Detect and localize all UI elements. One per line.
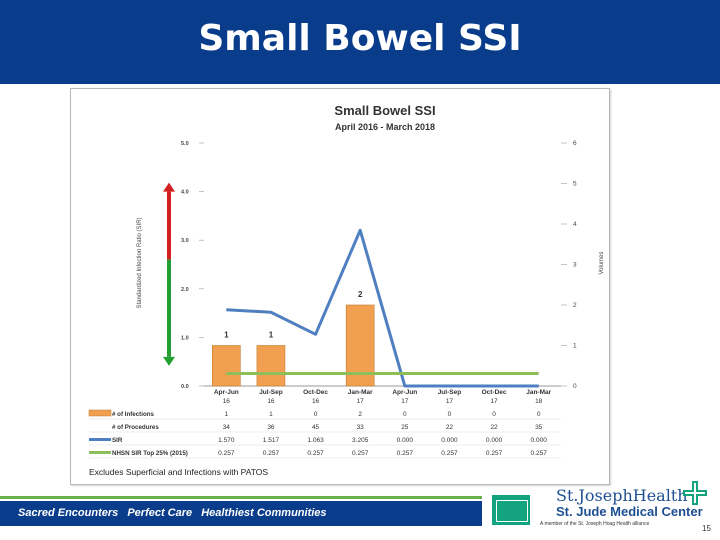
table-cell: 0.257 — [397, 450, 414, 457]
table-cell: 0 — [314, 411, 318, 418]
table-cell: 0.257 — [218, 450, 235, 457]
table-cell: 1 — [269, 411, 273, 418]
legend-label: NHSN SIR Top 25% (2015) — [112, 450, 188, 457]
table-cell: 33 — [357, 424, 365, 431]
x-category-label: Jan-Mar — [526, 389, 551, 396]
x-category-label: Jan-Mar — [348, 389, 373, 396]
y-tick-label: 0.0 — [181, 384, 189, 390]
sir-series-line — [226, 228, 539, 388]
bar-data-label: 1 — [269, 331, 274, 340]
y-tick-label: 1.0 — [181, 335, 189, 341]
table-cell: 0 — [537, 411, 541, 418]
table-cell: 0.000 — [441, 437, 458, 444]
member-line: A member of the St. Joseph Hoag Health a… — [540, 521, 650, 527]
y2-tick-label: 4 — [573, 221, 577, 228]
table-cell: 34 — [223, 424, 231, 431]
table-header-cell: 17 — [490, 398, 498, 405]
y-tick-label: 5.0 — [181, 141, 189, 147]
x-category-label: Jul-Sep — [259, 389, 283, 396]
legend-label: # of Procedures — [112, 424, 159, 431]
bar-data-label: 1 — [224, 331, 229, 340]
table-cell: 22 — [490, 424, 498, 431]
sir-chart: Small Bowel SSI April 2016 - March 2018 … — [88, 103, 605, 477]
table-header-cell: 16 — [267, 398, 275, 405]
footer-tagline: Sacred Encounters Perfect Care Healthies… — [18, 507, 333, 519]
org-name: St.JosephHealth — [556, 486, 688, 505]
bar-data-label: 2 — [358, 290, 363, 299]
y2-tick-label: 0 — [573, 383, 577, 390]
x-category-label: Apr-Jun — [392, 389, 417, 396]
table-cell: 0.257 — [441, 450, 458, 457]
chart-note: Excludes Superficial and Infections with… — [89, 467, 268, 477]
table-cell: 0.257 — [486, 450, 503, 457]
tagline-perfect-care: Perfect Care — [127, 507, 193, 519]
x-category-label: Oct-Dec — [303, 389, 328, 396]
arrow-green-segment — [167, 259, 171, 357]
table-header-cell: 17 — [446, 398, 454, 405]
y2-tick-label: 5 — [573, 181, 577, 188]
chart-title: Small Bowel SSI — [334, 103, 435, 118]
arrow-down-icon — [163, 356, 175, 366]
y2-axis-label: Volumes — [599, 251, 605, 274]
table-header-cell: 17 — [357, 398, 365, 405]
slide-header: Small Bowel SSI — [0, 0, 720, 84]
table-cell: 0.000 — [486, 437, 503, 444]
table-cell: 22 — [446, 424, 454, 431]
chart-subtitle: April 2016 - March 2018 — [335, 122, 435, 132]
y-axis-label: Standardized Infection Ratio (SIR) — [137, 217, 143, 308]
x-category-label: Jul-Sep — [438, 389, 462, 396]
footer-stripe — [0, 496, 482, 499]
y2-tick-label: 1 — [573, 343, 577, 350]
table-cell: 1 — [225, 411, 229, 418]
table-cell: 0 — [403, 411, 407, 418]
table-header-cell: 18 — [535, 398, 543, 405]
table-header-cell: 16 — [312, 398, 320, 405]
table-cell: 0.257 — [531, 450, 548, 457]
table-cell: 1.063 — [307, 437, 324, 444]
legend-label: SIR — [112, 437, 123, 444]
arrow-up-icon — [163, 182, 175, 192]
x-category-label: Apr-Jun — [214, 389, 239, 396]
table-header-cell: 17 — [401, 398, 409, 405]
table-cell: 0.257 — [263, 450, 280, 457]
table-header-cell: 16 — [223, 398, 231, 405]
tagline-healthiest-communities: Healthiest Communities — [201, 507, 327, 519]
infection-bar — [256, 345, 286, 387]
tagline-sacred-encounters: Sacred Encounters — [18, 507, 119, 519]
legend-label: # of Infections — [112, 411, 154, 418]
footer-badge-icon — [492, 495, 530, 525]
table-cell: 0 — [492, 411, 496, 418]
table-cell: 3.205 — [352, 437, 369, 444]
footer-bar — [0, 501, 482, 526]
y-tick-label: 2.0 — [181, 287, 189, 293]
table-cell: 45 — [312, 424, 320, 431]
y-tick-label: 3.0 — [181, 238, 189, 244]
slide-title: Small Bowel SSI — [198, 18, 522, 59]
infection-bar — [212, 345, 241, 387]
table-cell: 0.000 — [397, 437, 414, 444]
table-cell: 0.257 — [352, 450, 369, 457]
legend-swatch-infections — [88, 409, 112, 417]
x-category-label: Oct-Dec — [482, 389, 507, 396]
y-tick-label: 4.0 — [181, 190, 189, 196]
cross-logo-icon — [683, 481, 707, 505]
y2-tick-label: 2 — [573, 302, 577, 309]
table-cell: 0.257 — [307, 450, 324, 457]
y2-tick-label: 6 — [573, 140, 577, 147]
table-cell: 25 — [401, 424, 409, 431]
page-number: 15 — [702, 524, 711, 533]
table-cell: 35 — [535, 424, 543, 431]
table-cell: 0.000 — [531, 437, 548, 444]
center-name: St. Jude Medical Center — [556, 504, 703, 519]
table-cell: 0 — [448, 411, 452, 418]
table-cell: 2 — [358, 411, 362, 418]
table-cell: 36 — [267, 424, 275, 431]
chart-frame: Small Bowel SSI April 2016 - March 2018 … — [70, 88, 610, 485]
table-cell: 1.517 — [263, 437, 280, 444]
arrow-red-segment — [167, 191, 171, 260]
y2-tick-label: 3 — [573, 262, 577, 269]
table-cell: 1.570 — [218, 437, 235, 444]
